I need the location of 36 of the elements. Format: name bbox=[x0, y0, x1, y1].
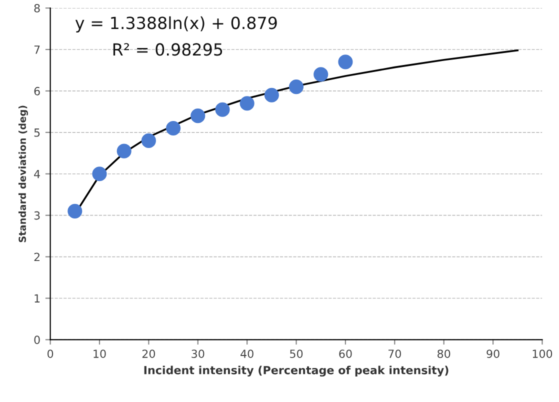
x-tick-label: 70 bbox=[388, 350, 401, 358]
point bbox=[264, 88, 279, 102]
x-tick-label: 90 bbox=[486, 350, 500, 358]
y-axis-title: Standard deviation (deg) bbox=[18, 106, 28, 242]
x-tick-label: 10 bbox=[94, 350, 106, 358]
point bbox=[116, 144, 132, 158]
point bbox=[141, 133, 156, 148]
annotation: R² = 0.98295 bbox=[113, 43, 222, 56]
x-tick-label: 20 bbox=[142, 350, 156, 358]
x-tick-label: 40 bbox=[240, 350, 254, 358]
y-tick-label: 0 bbox=[34, 336, 40, 344]
y-tick-label: 4 bbox=[34, 170, 40, 178]
point bbox=[68, 204, 82, 218]
y-tick-label: 3 bbox=[34, 211, 40, 220]
annotation: y = 1.3388ln(x) + 0.879 bbox=[75, 16, 277, 32]
y-tick-label: 2 bbox=[34, 252, 40, 261]
x-tick-label: 0 bbox=[48, 350, 54, 358]
y-tick-label: 6 bbox=[34, 86, 40, 96]
point bbox=[240, 96, 254, 111]
x-axis-title: Incident intensity (Percentage of peak intensity) bbox=[144, 366, 448, 377]
point bbox=[92, 166, 107, 182]
x-tick-label: 60 bbox=[339, 350, 352, 358]
y-tick-label: 5 bbox=[34, 128, 40, 137]
point bbox=[314, 67, 328, 82]
y-tick-label: 1 bbox=[34, 294, 40, 302]
point bbox=[338, 54, 353, 70]
y-tick-label: 7 bbox=[34, 46, 40, 54]
x-tick-label: 50 bbox=[290, 350, 303, 358]
point bbox=[215, 102, 230, 117]
point bbox=[288, 80, 304, 94]
y-tick-label: 8 bbox=[34, 4, 40, 12]
x-tick-label: 80 bbox=[438, 350, 450, 358]
point bbox=[166, 120, 181, 136]
point bbox=[190, 108, 206, 124]
x-tick-label: 100 bbox=[532, 350, 552, 358]
x-tick-label: 30 bbox=[192, 350, 204, 358]
